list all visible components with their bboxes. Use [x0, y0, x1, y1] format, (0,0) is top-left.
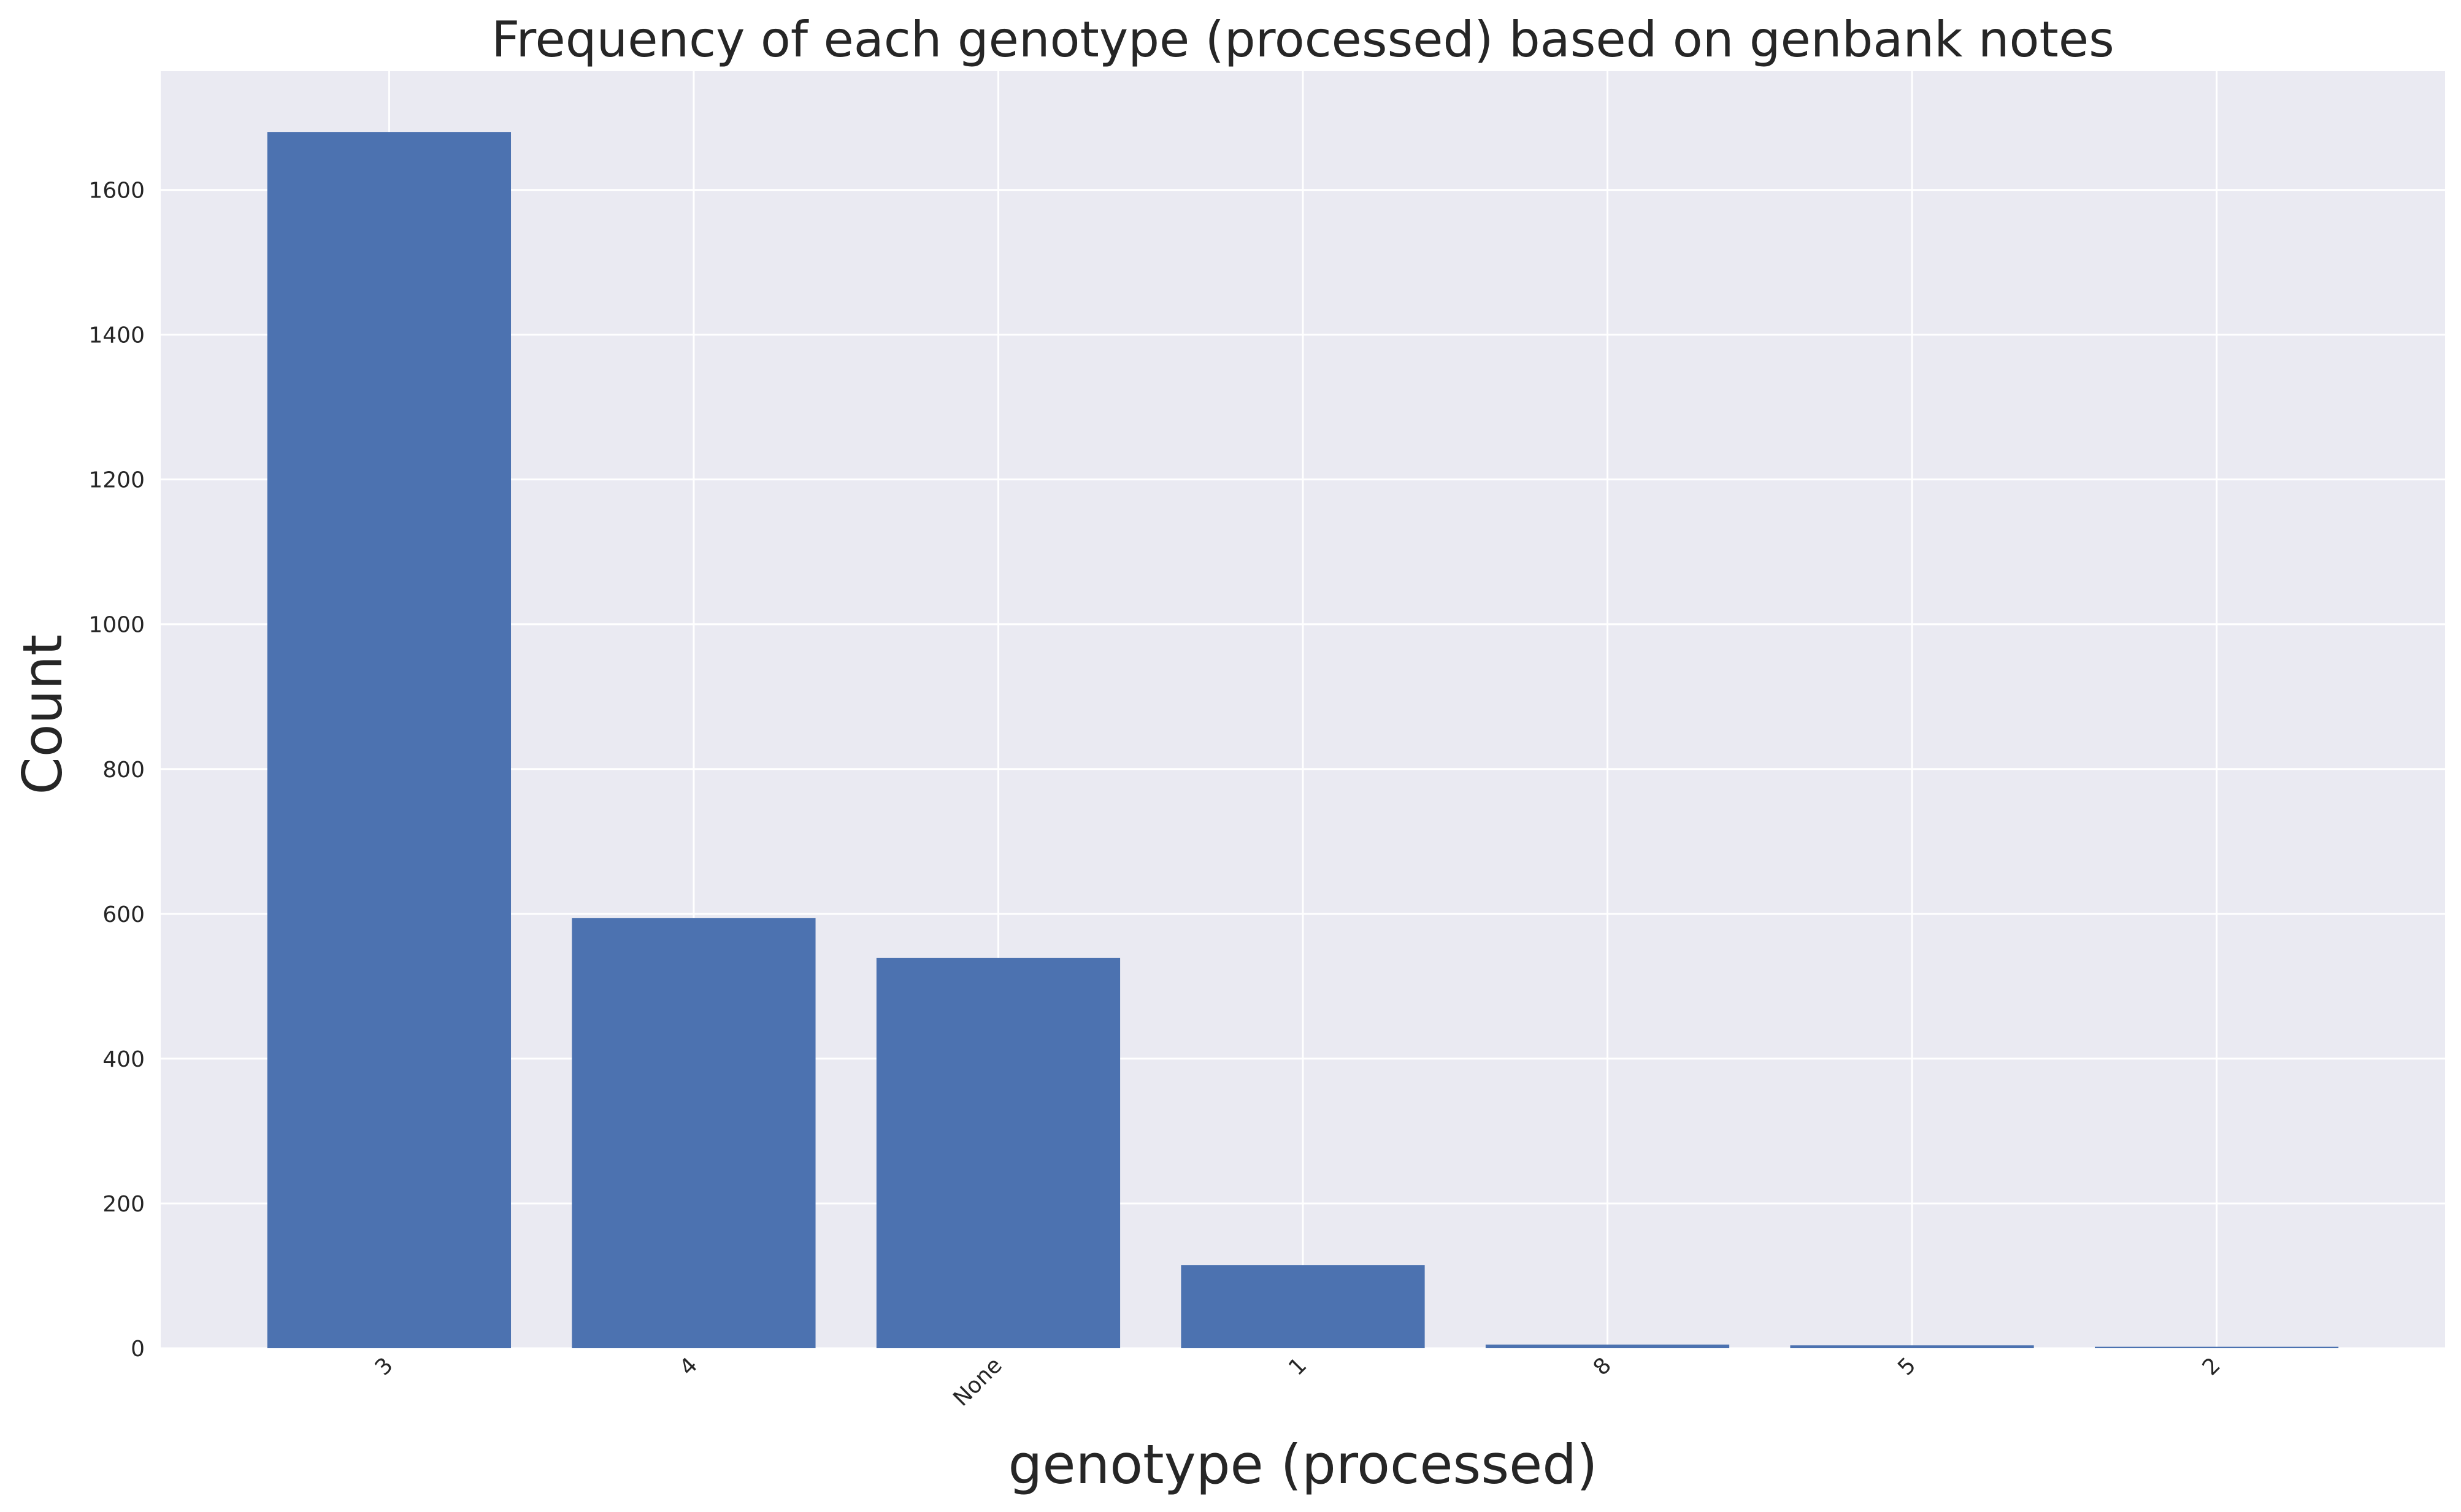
y-tick-label: 800: [102, 758, 145, 783]
bar-none: [876, 957, 1121, 1348]
bar-1: [1181, 1265, 1425, 1348]
y-tick-label: 600: [102, 902, 145, 927]
y-tick-label: 0: [131, 1337, 145, 1362]
y-tick-label: 200: [102, 1192, 145, 1217]
chart-title: Frequency of each genotype (processed) b…: [491, 11, 2114, 68]
bars: [267, 132, 2339, 1349]
bar-2: [2094, 1346, 2339, 1348]
x-tick-label: None: [948, 1353, 1007, 1411]
y-tick-label: 1000: [88, 613, 145, 638]
y-axis-title: Count: [11, 634, 74, 794]
x-tick-label: 4: [675, 1353, 702, 1380]
x-tick-label: 5: [1893, 1353, 1921, 1380]
x-tick-label: 1: [1284, 1353, 1311, 1380]
x-tick-label: 8: [1589, 1353, 1616, 1380]
y-tick-label: 1600: [88, 178, 145, 204]
x-axis-title: genotype (processed): [1008, 1433, 1598, 1496]
x-tick-label: 2: [2198, 1353, 2225, 1380]
bar-3: [267, 132, 512, 1349]
y-tick-label: 400: [102, 1047, 145, 1072]
bar-8: [1485, 1345, 1730, 1348]
y-tick-labels: 0 200 400 600 800 1000 1200 1400 1600: [88, 178, 145, 1362]
x-tick-labels: 3 4 None 1 8 5 2: [370, 1353, 2225, 1411]
x-tick-label: 3: [370, 1353, 398, 1380]
bar-4: [572, 918, 816, 1348]
y-tick-label: 1200: [88, 468, 145, 493]
bar-5: [1790, 1345, 2034, 1348]
y-tick-label: 1400: [88, 323, 145, 348]
